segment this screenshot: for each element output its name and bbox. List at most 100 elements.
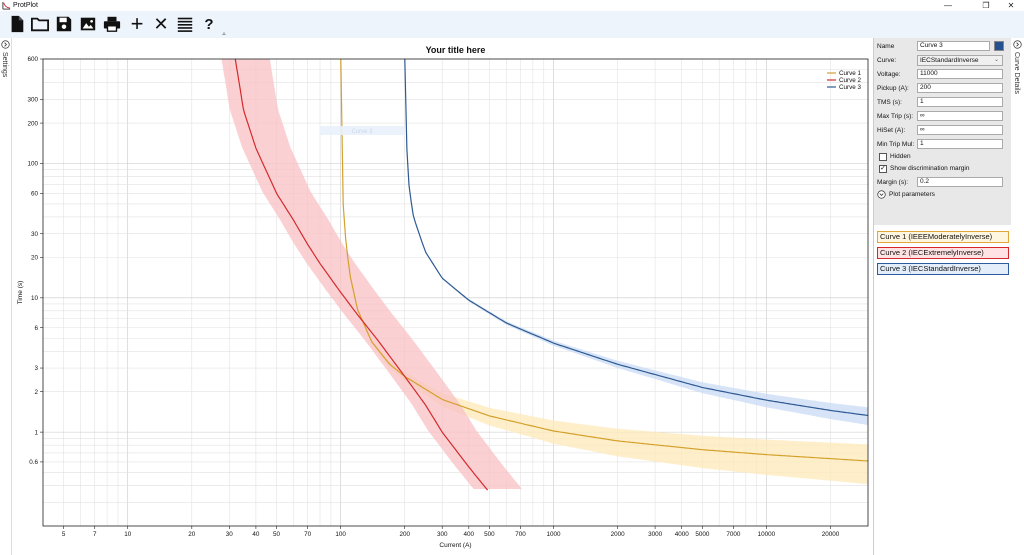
x-tick-label: 5 xyxy=(62,531,66,538)
series-line xyxy=(234,59,489,491)
pickup-input[interactable]: 200 xyxy=(917,83,1003,93)
restore-button[interactable]: ❐ xyxy=(982,1,990,10)
y-tick-label: 6 xyxy=(34,325,38,332)
x-axis-label: Current (A) xyxy=(439,542,471,549)
margin-input[interactable]: 0.2 xyxy=(917,177,1003,187)
plot-parameters-label: Plot parameters xyxy=(889,191,935,198)
list-icon xyxy=(177,17,193,32)
margin-label: Margin (s): xyxy=(877,179,909,186)
discrimination-band xyxy=(221,59,522,489)
help-button[interactable]: ? xyxy=(199,14,219,34)
app-logo-icon xyxy=(2,1,11,10)
curve-list-item[interactable]: Curve 1 (IEEEModeratelyInverse) xyxy=(877,231,1009,243)
pickup-label: Pickup (A): xyxy=(877,85,909,92)
settings-label: Settings xyxy=(1,52,8,78)
x-tick-label: 300 xyxy=(437,531,448,538)
y-tick-label: 1 xyxy=(34,429,38,436)
toolbar-overflow-icon[interactable]: ⩡ xyxy=(222,31,226,38)
x-tick-label: 20 xyxy=(188,531,196,538)
curve-list-label: Curve 3 (IECStandardInverse) xyxy=(880,264,981,273)
list-button[interactable] xyxy=(175,14,195,34)
x-tick-label: 10 xyxy=(124,531,132,538)
discrimination-label: Show discrimination margin xyxy=(890,165,970,172)
delete-curve-button[interactable]: ✕ xyxy=(151,14,171,34)
tms-row: TMS (s): 1 xyxy=(877,97,1009,108)
voltage-label: Voltage: xyxy=(877,71,901,78)
x-tick-label: 400 xyxy=(464,531,475,538)
tms-label: TMS (s): xyxy=(877,99,902,106)
y-tick-label: 200 xyxy=(27,120,38,127)
hidden-checkbox[interactable] xyxy=(879,153,887,161)
y-tick-label: 100 xyxy=(27,161,38,168)
x-tick-label: 30 xyxy=(226,531,234,538)
x-tick-label: 10000 xyxy=(758,531,776,538)
print-icon xyxy=(103,16,121,32)
tms-input[interactable]: 1 xyxy=(917,97,1003,107)
chevron-down-circle-icon xyxy=(877,190,886,199)
open-folder-icon xyxy=(31,17,49,32)
help-icon: ? xyxy=(204,15,214,33)
open-folder-button[interactable] xyxy=(30,14,50,34)
max-trip-input[interactable]: ∞ xyxy=(917,111,1003,121)
x-tick-label: 40 xyxy=(252,531,260,538)
y-tick-label: 2 xyxy=(34,389,38,396)
voltage-row: Voltage: 11000 xyxy=(877,69,1009,80)
curve-details-toggle[interactable]: Curve Details xyxy=(1011,38,1024,555)
export-image-button[interactable] xyxy=(78,14,98,34)
x-tick-label: 1000 xyxy=(547,531,562,538)
y-tick-label: 60 xyxy=(31,191,39,198)
voltage-input[interactable]: 11000 xyxy=(917,69,1003,79)
curve-type-select[interactable]: IECStandardInverse ⌄ xyxy=(917,55,1003,66)
new-file-button[interactable] xyxy=(7,14,27,34)
discrimination-band xyxy=(340,59,868,485)
discrimination-checkbox[interactable]: ✓ xyxy=(879,165,887,173)
x-tick-label: 2000 xyxy=(611,531,626,538)
plot-border xyxy=(42,58,869,527)
y-tick-label: 20 xyxy=(31,255,39,262)
max-trip-label: Max Trip (s): xyxy=(877,113,914,120)
min-trip-input[interactable]: 1 xyxy=(917,139,1003,149)
chevron-down-icon: ⌄ xyxy=(993,57,999,63)
curve-type-row: Curve: IECStandardInverse ⌄ xyxy=(877,55,1009,66)
plot-area[interactable]: Curve 3 5 7 10 20 30 40 50 70 100 200 300 400 500 700 1… xyxy=(12,38,872,555)
print-button[interactable] xyxy=(102,14,122,34)
x-tick-label: 200 xyxy=(399,531,410,538)
title-bar: ProtPlot — ❐ ✕ xyxy=(0,0,1024,11)
x-tick-label: 3000 xyxy=(648,531,663,538)
y-tick-label: 3 xyxy=(34,365,38,372)
collapse-details-icon[interactable] xyxy=(1013,40,1022,49)
series-line xyxy=(404,59,868,417)
toolbar: + ✕ ? ⩡ xyxy=(0,11,1024,38)
curve-list-item[interactable]: Curve 3 (IECStandardInverse) xyxy=(877,263,1009,275)
curve-details-panel: Name Curve 3 Curve: IECStandardInverse ⌄… xyxy=(873,38,1011,555)
legend-entry: Curve 2 xyxy=(839,77,862,84)
save-icon xyxy=(56,16,72,32)
curve-list-item[interactable]: Curve 2 (IECExtremelyInverse) xyxy=(877,247,1009,259)
expand-settings-icon[interactable] xyxy=(1,40,10,49)
x-tick-label: 5000 xyxy=(695,531,710,538)
x-tick-label: 7 xyxy=(93,531,97,538)
chart[interactable]: Curve 3 5 7 10 20 30 40 50 70 100 200 300 400 500 700 1… xyxy=(12,38,872,555)
faint-hover-label: Curve 3 xyxy=(351,129,373,135)
add-curve-button[interactable]: + xyxy=(127,13,147,35)
hiset-row: HiSet (A): ∞ xyxy=(877,125,1009,136)
y-tick-label: 0.6 xyxy=(29,459,38,466)
legend-entry: Curve 3 xyxy=(839,84,862,91)
minimize-button[interactable]: — xyxy=(944,1,952,10)
save-button[interactable] xyxy=(54,14,74,34)
curve-color-swatch[interactable] xyxy=(994,41,1004,51)
name-row: Name Curve 3 xyxy=(877,41,1009,52)
close-window-button[interactable]: ✕ xyxy=(1007,1,1015,10)
series-line xyxy=(340,59,868,462)
curve-properties: Name Curve 3 Curve: IECStandardInverse ⌄… xyxy=(874,38,1011,225)
hidden-label: Hidden xyxy=(890,153,911,160)
hiset-label: HiSet (A): xyxy=(877,127,906,134)
hiset-input[interactable]: ∞ xyxy=(917,125,1003,135)
name-label: Name xyxy=(877,43,895,50)
new-file-icon xyxy=(11,15,24,33)
curve-type-label: Curve: xyxy=(877,57,897,64)
settings-panel-collapsed[interactable]: Settings xyxy=(0,38,12,555)
image-export-icon xyxy=(80,17,96,31)
name-input[interactable]: Curve 3 xyxy=(917,41,990,51)
legend-entry: Curve 1 xyxy=(839,70,862,77)
